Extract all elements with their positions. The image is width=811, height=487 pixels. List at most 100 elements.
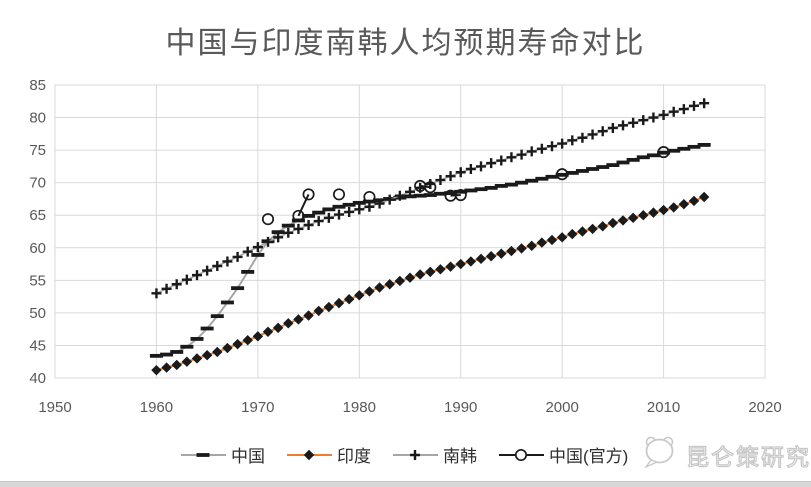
plus-marker xyxy=(516,149,527,160)
plus-marker xyxy=(435,175,446,186)
diamond-marker xyxy=(151,364,162,376)
dash-marker xyxy=(687,144,701,149)
dash-marker xyxy=(606,163,620,167)
dash-marker xyxy=(352,200,366,205)
plus-marker xyxy=(344,206,355,217)
legend-marker-china-official-icon xyxy=(499,448,544,461)
dash-marker xyxy=(525,178,539,183)
diamond-marker xyxy=(567,228,578,240)
circle-marker xyxy=(657,146,670,159)
series-china xyxy=(149,143,711,358)
diamond-marker xyxy=(506,245,517,257)
plus-marker xyxy=(192,270,202,281)
diamond-marker xyxy=(485,251,497,262)
diamond-marker xyxy=(232,338,243,350)
plus-marker xyxy=(526,146,537,157)
plus-marker xyxy=(648,112,659,123)
dash-marker xyxy=(636,155,650,160)
legend-marker-south-korea-icon xyxy=(393,449,438,460)
dash-marker xyxy=(271,230,285,235)
dash-marker xyxy=(586,167,600,171)
diamond-marker xyxy=(455,258,466,270)
diamond-marker xyxy=(445,261,456,272)
dash-marker xyxy=(180,344,194,349)
y-tick-label: 70 xyxy=(29,175,46,192)
diamond-marker xyxy=(465,256,477,267)
plus-marker xyxy=(628,117,639,128)
dash-marker xyxy=(220,300,234,305)
diamond-marker xyxy=(333,297,345,309)
dash-marker xyxy=(332,204,346,209)
plus-marker xyxy=(618,120,628,131)
dash-marker xyxy=(555,172,569,177)
x-tick-label: 2000 xyxy=(545,399,578,416)
circle-marker xyxy=(556,168,569,181)
plus-marker xyxy=(689,100,699,111)
legend-label-china: 中国 xyxy=(231,447,265,466)
dash-marker xyxy=(241,269,255,274)
watermark-text: 昆仑策研究院 xyxy=(685,443,811,470)
plus-marker xyxy=(181,274,192,285)
dash-marker xyxy=(697,143,711,147)
diamond-marker xyxy=(668,202,679,213)
plus-marker xyxy=(384,194,395,205)
plus-marker xyxy=(668,106,679,117)
diamond-marker xyxy=(688,195,700,207)
plus-marker xyxy=(445,171,456,182)
plus-marker xyxy=(557,138,568,149)
diamond-marker xyxy=(171,359,182,371)
dash-marker xyxy=(464,188,478,193)
diamond-marker xyxy=(303,449,315,460)
circle-marker xyxy=(261,213,275,226)
plus-marker xyxy=(242,246,253,257)
legend-label-china-official: 中国(官方) xyxy=(549,447,629,466)
x-tick-label: 1990 xyxy=(444,399,477,416)
dash-marker xyxy=(281,223,295,228)
plus-marker xyxy=(283,227,294,238)
diamond-marker xyxy=(577,226,588,237)
plus-marker xyxy=(536,143,547,154)
plus-marker xyxy=(547,141,557,152)
plus-marker xyxy=(303,219,314,230)
x-tick-label: 1950 xyxy=(38,399,71,416)
diamond-marker xyxy=(475,253,487,265)
y-tick-label: 45 xyxy=(29,337,46,354)
dash-marker xyxy=(423,193,437,197)
dash-marker xyxy=(515,180,529,185)
dash-marker xyxy=(677,146,691,151)
circle-marker xyxy=(424,181,437,194)
plus-marker xyxy=(506,152,517,163)
dash-marker xyxy=(312,210,326,215)
plus-marker xyxy=(587,129,598,140)
series-china-official xyxy=(261,146,670,226)
legend-label-south-korea: 南韩 xyxy=(443,447,477,466)
plus-marker xyxy=(658,109,669,120)
plus-marker xyxy=(410,449,420,460)
diamond-marker xyxy=(201,350,213,361)
dash-marker xyxy=(251,253,265,257)
y-tick-label: 40 xyxy=(29,370,46,387)
dash-marker xyxy=(302,213,316,218)
dash-marker xyxy=(190,337,204,341)
plus-marker xyxy=(171,279,182,290)
series-south-korea-line xyxy=(156,102,705,295)
dash-marker xyxy=(657,150,671,155)
diamond-marker xyxy=(394,275,406,287)
diamond-marker xyxy=(638,210,649,221)
diamond-marker xyxy=(323,301,335,313)
y-tick-label: 55 xyxy=(29,272,46,289)
legend-marker-india-icon xyxy=(287,449,332,460)
series-south-korea xyxy=(151,98,710,299)
plus-marker xyxy=(455,167,466,178)
diamond-marker xyxy=(597,221,608,232)
dash-marker xyxy=(196,452,210,457)
dash-marker xyxy=(565,171,579,175)
gridlines xyxy=(54,84,766,379)
dash-marker xyxy=(575,169,589,173)
diamond-marker xyxy=(364,286,375,297)
series-china-official-segment xyxy=(297,193,310,217)
diamond-marker xyxy=(536,237,548,248)
diamond-marker xyxy=(313,305,324,317)
dash-marker xyxy=(413,193,427,198)
dash-marker xyxy=(231,286,245,291)
